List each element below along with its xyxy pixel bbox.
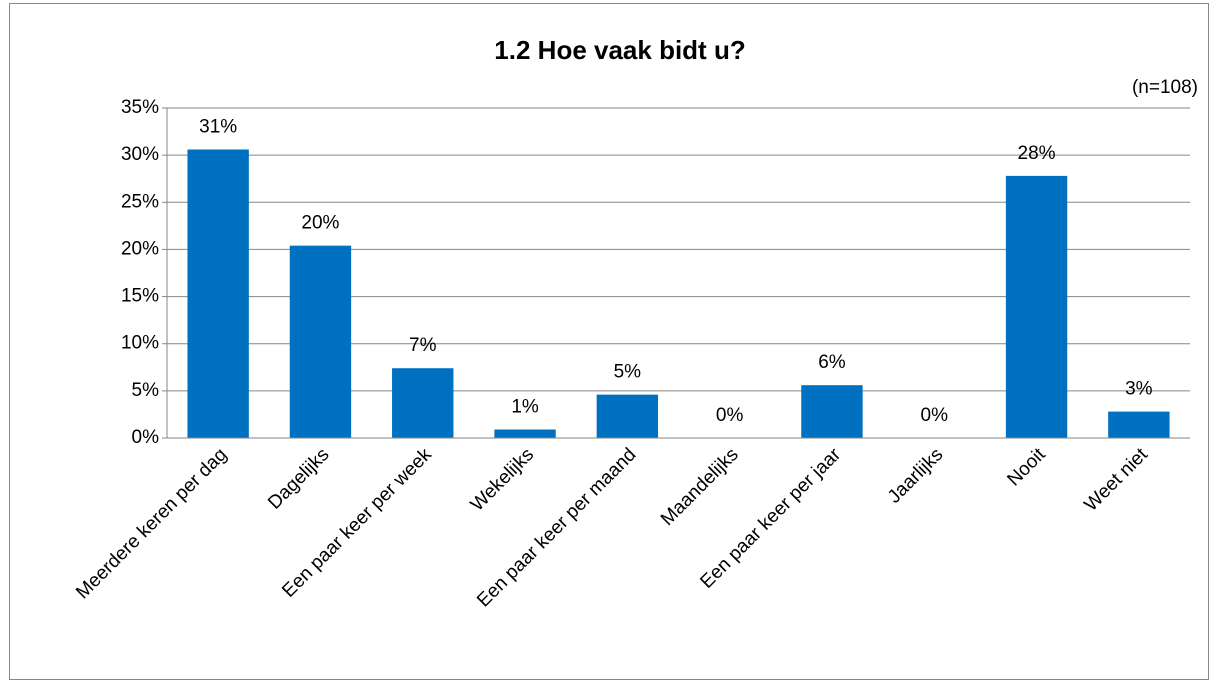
data-label: 20%: [301, 213, 339, 234]
y-tick-label: 20%: [121, 238, 159, 259]
y-tick-label: 5%: [132, 380, 160, 401]
y-tick-label: 30%: [121, 144, 159, 165]
annotation: (n=108): [1132, 77, 1198, 98]
bar: [1108, 411, 1170, 438]
bar: [596, 394, 659, 438]
data-label: 0%: [921, 405, 949, 426]
data-label: 28%: [1018, 143, 1056, 164]
y-tick-label: 0%: [132, 427, 160, 448]
y-tick-label: 25%: [121, 191, 159, 212]
bar: [1005, 175, 1068, 438]
bar: [801, 385, 863, 438]
bar: [187, 149, 249, 438]
bar: [392, 368, 454, 438]
data-label: 1%: [511, 397, 539, 418]
bar: [494, 429, 556, 438]
y-tick-label: 15%: [121, 286, 159, 307]
bar: [289, 245, 352, 438]
data-label: 0%: [716, 405, 744, 426]
y-tick-label: 10%: [121, 333, 159, 354]
data-label: 6%: [818, 352, 846, 373]
data-label: 3%: [1125, 379, 1153, 400]
data-label: 7%: [409, 335, 437, 356]
data-label: 5%: [614, 362, 642, 383]
data-label: 31%: [199, 117, 237, 138]
y-tick-label: 35%: [121, 97, 159, 118]
chart-title: 1.2 Hoe vaak bidt u?: [494, 35, 745, 65]
